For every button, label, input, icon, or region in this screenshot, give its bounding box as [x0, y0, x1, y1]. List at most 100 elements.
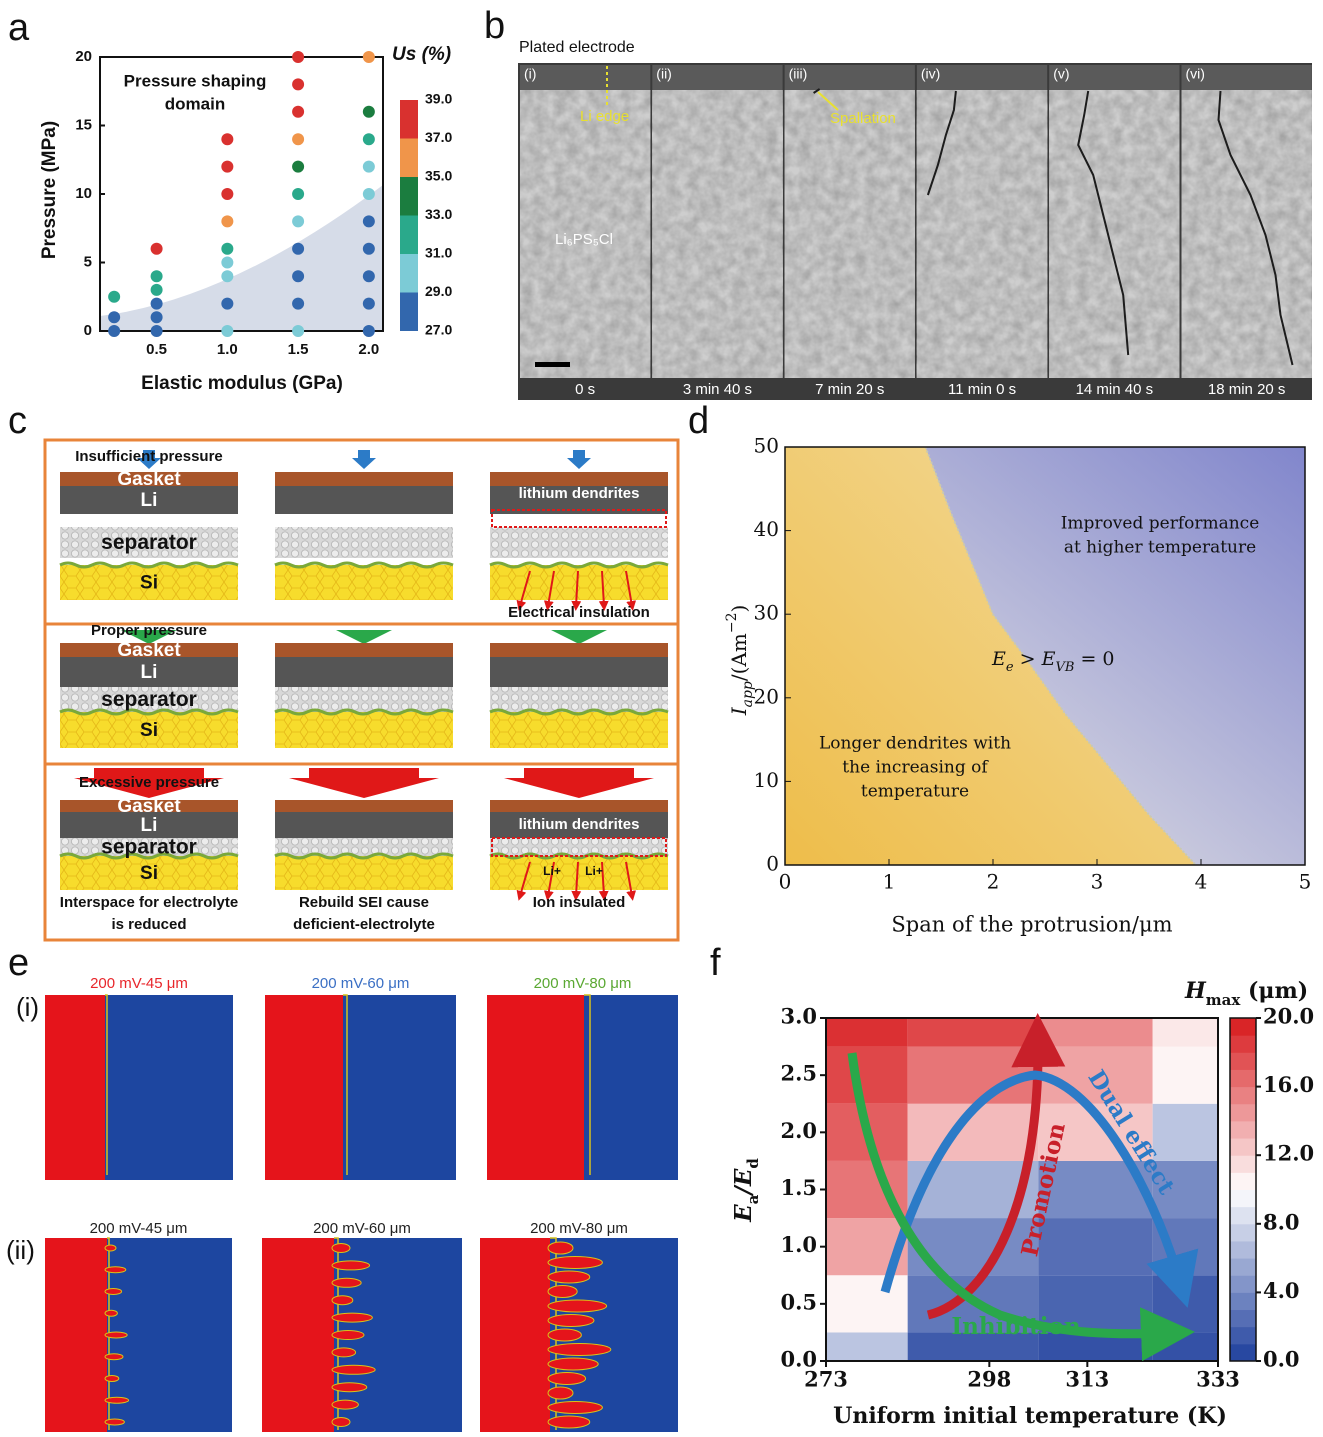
- layer-label: Li: [141, 662, 158, 683]
- colorbar-tick-label: 20.0: [1263, 1004, 1314, 1029]
- insulation-arrow: [598, 570, 609, 611]
- li-layer: [60, 486, 238, 514]
- panel-label: c: [8, 400, 27, 442]
- dendrite-finger: [547, 1401, 603, 1414]
- heatmap-cell: [1038, 1275, 1153, 1333]
- frame-label: (vi): [1186, 66, 1205, 82]
- data-point: [221, 270, 234, 283]
- separator-layer: [275, 687, 453, 712]
- data-point: [362, 133, 375, 146]
- insulation-arrow: [571, 570, 582, 611]
- data-point: [362, 297, 375, 310]
- data-point: [221, 297, 234, 310]
- time-label: 0 s: [575, 381, 595, 398]
- gasket-layer: [275, 643, 453, 657]
- dendrite-finger: [547, 1415, 591, 1429]
- layer-label: Gasket: [117, 640, 181, 661]
- panel-label: f: [710, 942, 721, 984]
- gasket-layer: [60, 643, 238, 657]
- interface: [107, 1237, 110, 1430]
- heatmap-cell: [1152, 1160, 1218, 1219]
- data-point: [150, 283, 163, 296]
- dendrite-label: lithium dendrites: [519, 816, 640, 833]
- y-tick-label: 0: [766, 852, 779, 876]
- annotation: domain: [165, 94, 225, 113]
- pressure-arrow: [336, 630, 392, 644]
- si-layer: [490, 856, 668, 890]
- layer-label: separator: [101, 688, 197, 711]
- layer-label: separator: [101, 836, 197, 859]
- y-tick-label: 10: [75, 185, 92, 202]
- caption: deficient-electrolyte: [293, 916, 435, 933]
- simulation-title: 200 mV-45 μm: [90, 975, 188, 992]
- y-tick-label: 2.0: [780, 1118, 817, 1143]
- li-layer: [60, 657, 238, 687]
- dendrite-finger: [547, 1328, 582, 1342]
- caption: Interspace for electrolyte: [60, 894, 238, 911]
- x-axis-label: Uniform initial temperature (K): [833, 1403, 1227, 1429]
- insulation-arrow: [543, 861, 555, 901]
- electrode-band: [916, 65, 1048, 90]
- text-part: E: [991, 648, 1006, 670]
- layer-label: Gasket: [117, 469, 181, 490]
- row-title: Excessive pressure: [79, 774, 219, 791]
- text-part: d: [744, 1158, 762, 1169]
- time-label: 18 min 20 s: [1208, 381, 1286, 398]
- y-tick-label: 3.0: [780, 1004, 817, 1029]
- li-layer: [490, 812, 668, 838]
- material-label: Li₆PS₅Cl: [555, 231, 613, 248]
- text-part: (μm): [1240, 978, 1308, 1004]
- colorbar-tick-label: 35.0: [425, 168, 452, 184]
- plot-frame: [784, 446, 1306, 866]
- si-layer: [275, 565, 453, 600]
- colorbar-band: [1230, 1292, 1256, 1311]
- sei-layer: [59, 561, 239, 569]
- row-title: Insufficient pressure: [75, 448, 223, 465]
- colorbar-band: [1230, 1223, 1256, 1242]
- micrograph-frame: [518, 63, 1312, 400]
- gasket-layer: [60, 472, 238, 486]
- annotation: at higher temperature: [1064, 538, 1256, 558]
- colorbar-band: [400, 292, 418, 331]
- scale-bar: [535, 362, 570, 367]
- colorbar-band: [1230, 1155, 1256, 1173]
- crack: [926, 90, 957, 196]
- colorbar-band: [1230, 1120, 1256, 1139]
- pressure-arrow: [289, 768, 439, 798]
- heatmap-cell: [1152, 1275, 1218, 1333]
- colorbar-title: Hmax (μm): [1184, 978, 1308, 1009]
- colorbar-tick-label: 4.0: [1263, 1278, 1300, 1303]
- dendrite-finger: [104, 1288, 123, 1295]
- si-layer: [60, 856, 238, 890]
- data-point: [292, 242, 305, 255]
- simulation-title: 200 mV-80 μm: [534, 975, 632, 992]
- data-point: [292, 51, 305, 63]
- y-axis-label: Iapp/(Am−2): [724, 605, 756, 717]
- data-point: [362, 270, 375, 283]
- panel-e: (i) 200 mV-45 μm 200 mV-60 μm 200 mV-80 μm (…: [6, 975, 678, 1432]
- colorbar-tick-label: 39.0: [425, 91, 452, 107]
- dendrite-finger: [104, 1375, 120, 1382]
- annotation: Pressure shaping: [124, 71, 267, 90]
- text-part: e: [1006, 660, 1014, 675]
- dendrite-label: lithium dendrites: [519, 485, 640, 502]
- x-tick-label: 2.0: [358, 341, 379, 358]
- frame-label: (i): [524, 66, 536, 82]
- sei-layer: [274, 561, 454, 569]
- ion-label: Li+: [543, 864, 561, 878]
- equation: Ee > EVB = 0: [991, 648, 1115, 675]
- insulation-arrow: [625, 570, 637, 611]
- frame-label: (iii): [789, 66, 808, 82]
- trend-arrow: [847, 1052, 1195, 1362]
- layer-label: Si: [140, 573, 158, 594]
- data-point: [150, 325, 163, 337]
- pressure-arrow: [567, 450, 591, 469]
- panel-a: Pressure shaping domain Elastic modulus …: [39, 44, 452, 394]
- data-point: [292, 105, 305, 118]
- simulation-title: 200 mV-80 μm: [530, 1220, 628, 1237]
- colorbar-tick-label: 37.0: [425, 129, 452, 145]
- caption: Electrical insulation: [508, 604, 650, 621]
- row-label: (i): [16, 992, 39, 1022]
- frame-label: (iv): [921, 66, 940, 82]
